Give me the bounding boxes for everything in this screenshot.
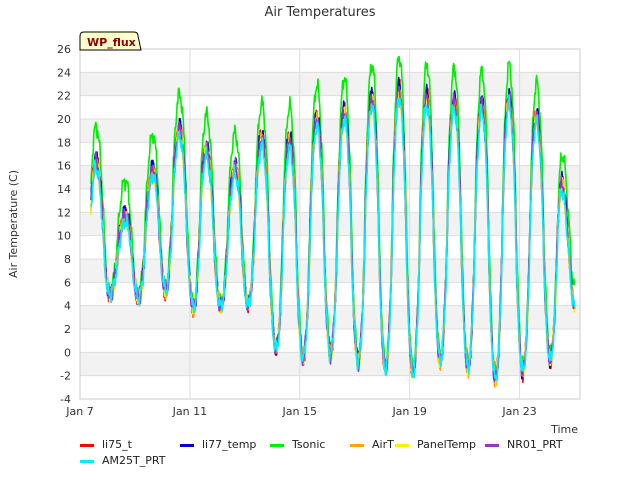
legend-label: AM25T_PRT — [102, 454, 166, 467]
y-tick-label: 16 — [57, 160, 71, 173]
x-tick-label: Jan 19 — [391, 405, 426, 418]
site-badge-label: WP_flux — [87, 36, 136, 49]
x-tick-labels: Jan 7 Jan 11 Jan 15 Jan 19 Jan 23 — [65, 405, 537, 418]
x-tick-label: Jan 23 — [501, 405, 536, 418]
chart-title: Air Temperatures — [264, 5, 375, 20]
x-axis-label: Time — [550, 423, 578, 436]
plot-band — [80, 259, 580, 283]
y-tick-label: 14 — [57, 183, 71, 196]
legend-swatch — [395, 444, 409, 447]
site-badge: WP_flux — [79, 31, 142, 51]
y-tick-label: 20 — [57, 113, 71, 126]
legend-swatch — [80, 460, 94, 463]
plot-band — [80, 165, 580, 189]
legend-swatch — [180, 444, 194, 447]
y-tick-label: 0 — [64, 346, 71, 359]
site-badge-box — [79, 31, 142, 51]
legend-label: Tsonic — [292, 438, 326, 451]
legend-swatch — [80, 444, 94, 447]
y-tick-label: 8 — [64, 253, 71, 266]
plot-band — [80, 212, 580, 236]
plot-band — [80, 72, 580, 96]
series-line-am25t_prt — [90, 94, 576, 382]
y-tick-label: -2 — [60, 370, 71, 383]
y-tick-label: 26 — [57, 43, 71, 56]
x-tick-label: Jan 7 — [65, 405, 93, 418]
y-tick-label: 4 — [64, 300, 71, 313]
plot-band — [80, 305, 580, 329]
y-tick-label: -4 — [60, 393, 71, 406]
x-tick-label: Jan 15 — [282, 405, 317, 418]
legend-label: NR01_PRT — [507, 438, 563, 451]
y-tick-label: 12 — [57, 206, 71, 219]
x-tick-label: Jan 11 — [172, 405, 207, 418]
plot-bands — [80, 72, 580, 376]
y-axis-label: Air Temperature (C) — [7, 170, 20, 278]
legend-label: PanelTemp — [417, 438, 476, 451]
legend-swatch — [350, 444, 364, 447]
y-tick-label: 24 — [57, 66, 71, 79]
legend-swatch — [270, 444, 284, 447]
legend-label: AirT — [372, 438, 394, 451]
y-tick-label: 18 — [57, 136, 71, 149]
plot-frame — [79, 48, 581, 400]
y-tick-label: 2 — [64, 323, 71, 336]
series-layer — [90, 56, 576, 388]
legend-label: li75_t — [102, 438, 132, 451]
y-tick-label: 22 — [57, 90, 71, 103]
y-tick-label: 6 — [64, 276, 71, 289]
legend-swatch — [485, 444, 499, 447]
y-tick-label: 10 — [57, 230, 71, 243]
legend-label: li77_temp — [202, 438, 257, 451]
